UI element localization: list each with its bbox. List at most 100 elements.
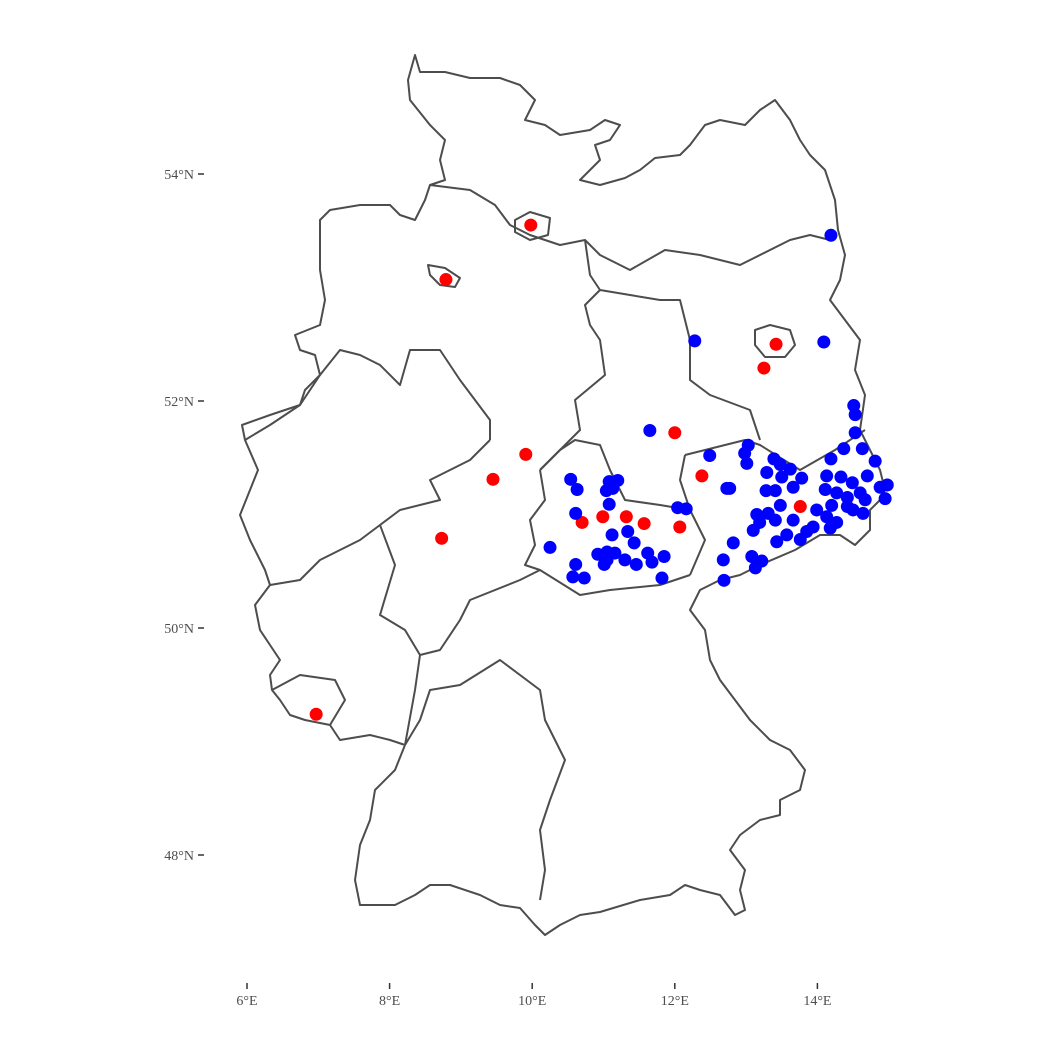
blue-point (602, 497, 616, 511)
blue-point (627, 536, 641, 550)
blue-point (717, 573, 731, 587)
blue-point (657, 549, 671, 563)
blue-point (840, 490, 854, 504)
blue-point (820, 510, 834, 524)
blue-point (745, 549, 759, 563)
hamburg-border (514, 211, 551, 241)
red-point (668, 426, 682, 440)
blue-point (848, 426, 862, 440)
blue-point (780, 528, 794, 542)
blue-point (846, 503, 860, 517)
blue-point (823, 521, 837, 535)
blue-point (716, 553, 730, 567)
y-tick-label: 50°N (164, 622, 194, 637)
blue-point (621, 525, 635, 539)
blue-point (566, 570, 580, 584)
blue-point (878, 492, 892, 506)
points-layer (309, 218, 894, 721)
red-point (575, 515, 589, 529)
state-border (539, 239, 606, 471)
blue-point (688, 334, 702, 348)
blue-point (860, 469, 874, 483)
blue-point (740, 456, 754, 470)
blue-point (830, 486, 844, 500)
x-tick-label: 12°E (661, 994, 689, 1009)
red-point (793, 500, 807, 514)
blue-point (773, 498, 787, 512)
x-tick-label: 8°E (379, 994, 400, 1009)
germany-basemap (239, 54, 886, 936)
state-border (269, 439, 491, 586)
x-axis: 6°E 8°E 10°E 12°E 14°E (236, 983, 831, 1009)
state-border (244, 349, 491, 441)
blue-point (775, 470, 789, 484)
blue-point (618, 553, 632, 567)
red-point (637, 517, 651, 531)
red-point (519, 447, 533, 461)
blue-point (856, 506, 870, 520)
blue-point (605, 528, 619, 542)
blue-point (629, 557, 643, 571)
y-axis: 48°N 50°N 52°N 54°N (164, 168, 204, 864)
blue-point (868, 454, 882, 468)
red-point (757, 361, 771, 375)
blue-point (834, 470, 848, 484)
blue-point (818, 483, 832, 497)
blue-point (746, 523, 760, 537)
berlin-border (754, 324, 796, 358)
blue-point (783, 462, 797, 476)
blue-point (824, 228, 838, 242)
state-border (524, 469, 691, 596)
red-point (695, 469, 709, 483)
blue-point (759, 484, 773, 498)
y-tick-label: 52°N (164, 395, 194, 410)
red-point (309, 707, 323, 721)
blue-point (679, 502, 693, 516)
blue-point (848, 408, 862, 422)
blue-point (570, 483, 584, 497)
blue-point (845, 476, 859, 490)
state-border (379, 524, 421, 746)
blue-point (773, 458, 787, 472)
red-point (619, 510, 633, 524)
red-point (435, 531, 449, 545)
state-border (429, 184, 831, 271)
blue-point (855, 442, 869, 456)
red-point (673, 520, 687, 534)
blue-point (770, 535, 784, 549)
blue-point (543, 540, 557, 554)
blue-point (577, 571, 591, 585)
blue-point (726, 536, 740, 550)
blue-point (810, 503, 824, 517)
blue-point (748, 561, 762, 575)
red-point (524, 218, 538, 232)
red-point (596, 510, 610, 524)
blue-point (643, 424, 657, 438)
blue-point (564, 472, 578, 486)
germany-outline (239, 54, 886, 936)
blue-point (768, 513, 782, 527)
blue-point (760, 466, 774, 480)
blue-point (703, 448, 717, 462)
blue-point (768, 484, 782, 498)
blue-point (795, 471, 809, 485)
x-tick-label: 10°E (518, 994, 546, 1009)
blue-point (817, 335, 831, 349)
red-point (486, 472, 500, 486)
blue-point (880, 478, 894, 492)
blue-point (569, 557, 583, 571)
x-tick-label: 6°E (236, 994, 257, 1009)
bremen-border (427, 264, 461, 288)
blue-point (820, 469, 834, 483)
blue-point (858, 493, 872, 507)
blue-point (825, 498, 839, 512)
state-border (539, 439, 691, 511)
red-point (439, 273, 453, 287)
blue-point (786, 480, 800, 494)
state-border (271, 674, 346, 726)
blue-point (645, 555, 659, 569)
blue-point (738, 446, 752, 460)
blue-point (786, 513, 800, 527)
